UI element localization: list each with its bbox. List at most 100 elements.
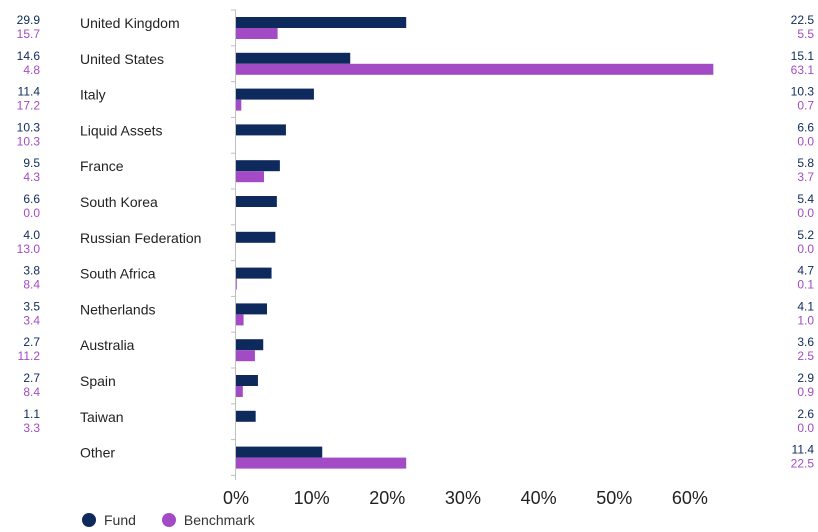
- bar-fund: [236, 124, 286, 136]
- data-label-benchmark: 0.0: [797, 421, 814, 435]
- category-label: Other: [80, 445, 115, 461]
- category-label: United States: [80, 51, 164, 67]
- category-labels: United Kingdom United States Italy Liquid A…: [80, 15, 201, 461]
- left-value-fund: 3.5: [23, 299, 40, 313]
- legend-label-fund: Fund: [104, 512, 136, 528]
- bar-fund: [236, 17, 407, 28]
- category-label: Taiwan: [80, 409, 124, 425]
- data-label-fund: 4.7: [797, 264, 814, 278]
- x-tick-label: 50%: [596, 488, 632, 508]
- x-tick-label: 0%: [223, 488, 249, 508]
- category-label: South Korea: [80, 194, 158, 210]
- category-label: Liquid Assets: [80, 122, 163, 138]
- left-value-fund: 3.8: [23, 264, 40, 278]
- left-value-fund: 29.9: [17, 13, 41, 27]
- bars: [236, 17, 714, 469]
- legend: Fund Benchmark: [82, 512, 255, 528]
- left-value-benchmark: 17.2: [17, 99, 41, 113]
- legend-swatch-benchmark: [161, 513, 176, 527]
- bar-benchmark: [236, 457, 407, 469]
- bar-fund: [236, 52, 351, 64]
- bar-benchmark: [236, 350, 255, 362]
- data-label-benchmark: 0.7: [797, 99, 814, 113]
- left-value-benchmark: 3.4: [23, 313, 40, 327]
- data-label-benchmark: 5.5: [797, 27, 814, 41]
- data-label-benchmark: 0.1: [797, 278, 814, 292]
- left-value-benchmark: 10.3: [17, 134, 41, 148]
- bar-fund: [236, 267, 272, 279]
- right-values-column: 22.55.515.163.110.30.76.60.05.83.75.40.0…: [791, 13, 815, 471]
- category-label: Italy: [80, 87, 106, 103]
- category-label: United Kingdom: [80, 15, 180, 31]
- data-label-fund: 5.4: [797, 192, 814, 206]
- bar-fund: [236, 446, 323, 458]
- bar-benchmark: [236, 63, 714, 75]
- bar-fund: [236, 196, 277, 207]
- legend-label-benchmark: Benchmark: [183, 512, 255, 528]
- bar-fund: [236, 375, 258, 386]
- bar-benchmark: [236, 171, 264, 183]
- category-label: France: [80, 158, 124, 174]
- bar-fund: [236, 410, 256, 422]
- bar-fund: [236, 339, 264, 351]
- left-value-benchmark: 8.4: [23, 385, 40, 399]
- bar-benchmark: [236, 28, 278, 39]
- bar-fund: [236, 160, 280, 172]
- data-label-benchmark: 1.0: [797, 313, 814, 327]
- left-value-benchmark: 8.4: [23, 278, 40, 292]
- data-label-benchmark: 0.0: [797, 242, 814, 256]
- left-value-fund: 14.6: [17, 49, 41, 63]
- data-label-fund: 6.6: [797, 120, 814, 134]
- data-label-benchmark: 0.0: [797, 206, 814, 220]
- data-label-fund: 5.8: [797, 156, 814, 170]
- left-value-fund: 11.4: [18, 85, 41, 99]
- legend-swatch-fund: [82, 513, 96, 527]
- data-label-benchmark: 0.9: [797, 385, 814, 399]
- left-value-fund: 10.3: [17, 120, 41, 134]
- category-label: Australia: [80, 337, 135, 353]
- bar-benchmark: [236, 314, 244, 326]
- data-label-fund: 22.5: [791, 13, 815, 27]
- left-value-fund: 2.7: [23, 371, 40, 385]
- x-tick-label: 60%: [672, 488, 708, 508]
- left-value-benchmark: 0.0: [23, 206, 40, 220]
- left-value-benchmark: 4.3: [23, 170, 40, 184]
- data-label-fund: 3.6: [797, 335, 814, 349]
- data-label-fund: 10.3: [791, 85, 815, 99]
- data-label-benchmark: 63.1: [791, 63, 815, 77]
- data-label-fund: 11.4: [792, 443, 815, 457]
- x-tick-label: 40%: [521, 488, 557, 508]
- left-value-fund: 1.1: [23, 407, 40, 421]
- left-value-fund: 9.5: [23, 156, 40, 170]
- bar-fund: [236, 303, 268, 315]
- data-label-fund: 2.6: [797, 407, 814, 421]
- legend-item-benchmark: Benchmark: [161, 512, 255, 528]
- left-value-fund: 4.0: [23, 228, 40, 242]
- category-label: Spain: [80, 373, 116, 389]
- left-value-fund: 6.6: [23, 192, 40, 206]
- bar-benchmark: [236, 386, 243, 397]
- left-value-benchmark: 11.2: [18, 349, 41, 363]
- data-label-benchmark: 0.0: [797, 134, 814, 148]
- bar-fund: [236, 231, 276, 243]
- data-label-benchmark: 3.7: [797, 170, 814, 184]
- left-values-column: 29.915.7 14.64.8 11.417.2 10.310.3 9.54.3 6.6…: [17, 13, 41, 435]
- data-label-fund: 5.2: [797, 228, 814, 242]
- data-label-fund: 15.1: [791, 49, 815, 63]
- x-tick-label: 10%: [294, 488, 330, 508]
- left-value-fund: 2.7: [23, 335, 40, 349]
- left-value-benchmark: 4.8: [23, 63, 40, 77]
- x-axis: 0% 10% 20% 30% 40% 50% 60%: [223, 9, 708, 508]
- category-label: Russian Federation: [80, 230, 201, 246]
- category-label: Netherlands: [80, 301, 156, 317]
- bar-benchmark: [236, 278, 237, 290]
- data-label-fund: 4.1: [797, 299, 814, 313]
- left-value-benchmark: 13.0: [17, 242, 41, 256]
- data-label-benchmark: 2.5: [797, 349, 814, 363]
- data-label-fund: 2.9: [797, 371, 814, 385]
- data-label-benchmark: 22.5: [791, 457, 815, 471]
- x-tick-label: 30%: [445, 488, 481, 508]
- x-tick-label: 20%: [369, 488, 405, 508]
- bar-chart: 29.915.714.64.811.417.210.310.39.54.36.6…: [17, 9, 815, 508]
- left-value-benchmark: 15.7: [17, 27, 41, 41]
